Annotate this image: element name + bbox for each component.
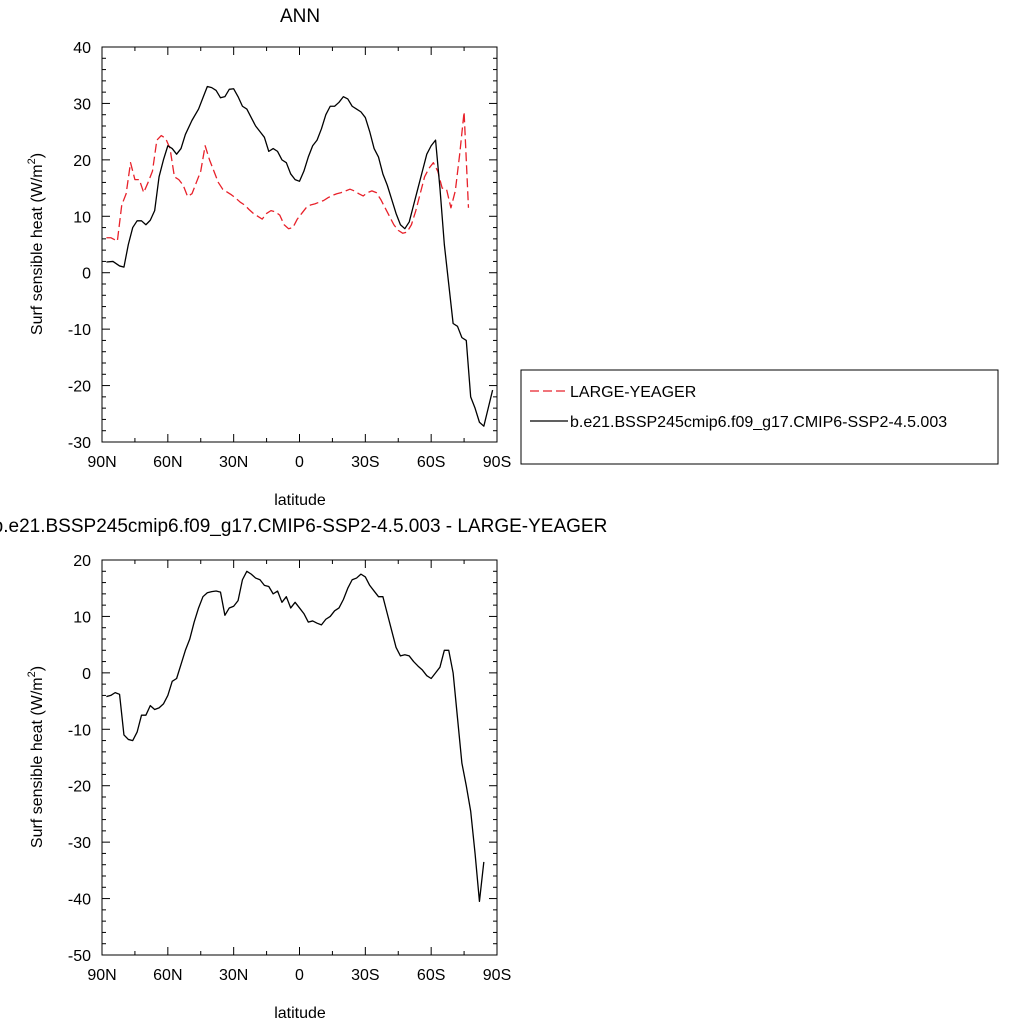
y-tick-label: -10	[68, 322, 91, 339]
legend-box	[520, 369, 999, 465]
y-tick-label: 20	[73, 553, 91, 570]
y-tick-label: -10	[68, 722, 91, 739]
y-tick-label: 10	[73, 209, 91, 226]
y-tick-label: -20	[68, 779, 91, 796]
y-tick-label: -40	[68, 892, 91, 909]
y-tick-label: -30	[68, 435, 91, 452]
series-line-top-1	[106, 85, 494, 427]
x-tick-label: 90N	[87, 454, 116, 471]
y-tick-label: 20	[73, 153, 91, 170]
y-tick-label: -20	[68, 379, 91, 396]
x-tick-label: 60S	[417, 967, 445, 984]
y-tick-label: 0	[82, 666, 91, 683]
x-axis-label-top: latitude	[274, 492, 326, 509]
chart-panel-top: ANN 90N 60N 30N 0 30S 60S 90S -30 -20 -10 0 10 20 30 4…	[26, 6, 511, 509]
series-layer-bottom	[106, 570, 485, 903]
series-line-top-0	[106, 111, 470, 242]
y-tick-label: -30	[68, 835, 91, 852]
legend-label-large-yeager: LARGE-YEAGER	[570, 384, 696, 401]
x-tick-label: 60N	[153, 454, 182, 471]
x-tick-label: 30N	[219, 454, 248, 471]
x-tick-label: 90S	[483, 454, 511, 471]
chart-title-top: ANN	[280, 6, 320, 27]
chart-panel-bottom: b.e21.BSSP245cmip6.f09_g17.CMIP6-SSP2-4.…	[0, 516, 607, 1022]
y-tick-label: 40	[73, 40, 91, 57]
x-tick-label: 0	[295, 967, 304, 984]
series-line-bottom-0	[106, 570, 485, 903]
x-tick-label: 90S	[483, 967, 511, 984]
x-tick-label: 30S	[351, 967, 379, 984]
plot-frame-bottom	[101, 559, 498, 956]
plot-frame-top	[101, 46, 498, 443]
legend: LARGE-YEAGER b.e21.BSSP245cmip6.f09_g17.…	[520, 369, 999, 465]
chart-title-bottom: b.e21.BSSP245cmip6.f09_g17.CMIP6-SSP2-4.…	[0, 516, 607, 537]
y-tick-label: 10	[73, 609, 91, 626]
x-tick-label: 30S	[351, 454, 379, 471]
x-axis-label-bottom: latitude	[274, 1005, 326, 1022]
y-axis-label-bottom: Surf sensible heat (W/m2)	[26, 666, 46, 848]
x-tick-label: 90N	[87, 967, 116, 984]
y-tick-label: -50	[68, 948, 91, 965]
x-tick-label: 60S	[417, 454, 445, 471]
x-tick-label: 60N	[153, 967, 182, 984]
axis-ticks-bottom: 90N 60N 30N 0 30S 60S 90S -50 -40 -30 -20 -10 0 10 20	[68, 553, 511, 984]
axis-ticks-top: 90N 60N 30N 0 30S 60S 90S -30 -20 -10 0 10 20 30 40	[68, 40, 511, 471]
y-tick-label: 0	[82, 266, 91, 283]
x-tick-label: 30N	[219, 967, 248, 984]
series-layer-top	[106, 85, 494, 427]
legend-label-cmip6: b.e21.BSSP245cmip6.f09_g17.CMIP6-SSP2-4.…	[570, 414, 947, 431]
y-tick-label: 30	[73, 96, 91, 113]
x-tick-label: 0	[295, 454, 304, 471]
y-axis-label-top: Surf sensible heat (W/m2)	[26, 153, 46, 335]
